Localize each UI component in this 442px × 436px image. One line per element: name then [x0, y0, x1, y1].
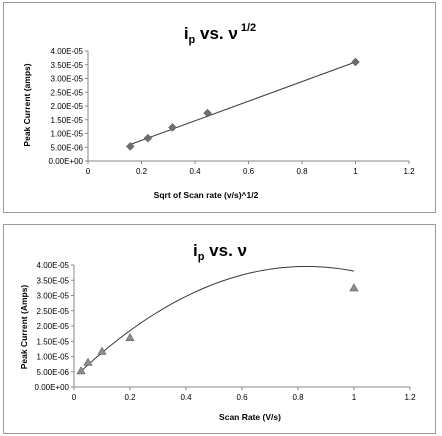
chart-2-data-point: [125, 332, 135, 341]
chart-1-title-sub: p: [189, 34, 196, 46]
chart-1-svg: ip vs. ν 1/2 Sqrt of Scan rate (v/s)^1/2…: [22, 22, 416, 200]
chart-2-title-main: i: [193, 241, 198, 260]
chart-1-data-point: [125, 142, 135, 151]
chart-2-data-point: [97, 346, 107, 355]
chart-2-y-tick-label: 4.00E-05: [37, 261, 70, 270]
chart-1-y-tick-label: 4.00E-05: [51, 47, 84, 56]
chart-2-x-tick-label: 0.6: [236, 393, 248, 402]
chart-2-x-tick-label: 0: [72, 393, 77, 402]
chart-2-ylabel: Peak Current (Amps): [19, 285, 29, 370]
chart-2-y-tick-label: 0.00E+00: [35, 383, 70, 392]
chart-2-data-point: [349, 283, 359, 292]
chart-1-data-point: [351, 57, 360, 67]
chart-2-trendline: [80, 265, 355, 372]
chart-2-y-tick-label: 1.00E-05: [37, 353, 70, 362]
chart-1-title-main: i: [184, 24, 189, 43]
chart-2-title-rest: vs. ν: [204, 241, 247, 260]
chart-2-title: ip vs. ν: [193, 241, 247, 263]
chart-1-x-tick-label: 1.2: [403, 167, 415, 176]
chart-2-data-point: [76, 366, 86, 375]
chart-1-data-point: [143, 133, 153, 143]
chart-1-y-tick-label: 1.00E-05: [51, 130, 84, 139]
chart-1-data-point: [168, 123, 177, 132]
chart-1-y-tick-label: 2.00E-05: [51, 102, 84, 111]
chart-2-data-point: [83, 357, 93, 366]
chart-2-y-tick-label: 2.00E-05: [37, 322, 70, 331]
chart-1-y-tick-label: 3.50E-05: [51, 61, 84, 70]
chart-2-y-tick-label: 3.50E-05: [37, 276, 70, 285]
chart-1-trendline: [130, 61, 356, 145]
chart-2-title-sub: p: [198, 251, 205, 263]
chart-1-x-tick-label: 0.6: [243, 167, 255, 176]
chart-1-y-tick-label: 0.00E+00: [49, 157, 84, 166]
chart-1-y-tick-label: 3.00E-05: [51, 75, 84, 84]
chart-1-xlabel: Sqrt of Scan rate (v/s)^1/2: [154, 190, 259, 200]
chart-1-y-tick-label: 2.50E-05: [51, 88, 84, 97]
chart-1-y-tick-label: 1.50E-05: [51, 116, 84, 125]
chart-2-y-tick-label: 1.50E-05: [37, 337, 70, 346]
chart-panel-sqrt-scan-rate: ip vs. ν 1/2 Sqrt of Scan rate (v/s)^1/2…: [3, 2, 436, 213]
chart-2-x-tick-label: 1: [352, 393, 357, 402]
chart-1-title-sup: 1/2: [238, 22, 256, 34]
chart-1-title-rest: vs. ν: [195, 24, 238, 43]
chart-2-y-tick-label: 3.00E-05: [37, 292, 70, 301]
chart-2-y-tick-label: 5.00E-06: [37, 368, 70, 377]
chart-1-x-tick-label: 1: [353, 167, 358, 176]
chart-2-xlabel: Scan Rate (V/s): [219, 412, 281, 422]
chart-2-x-tick-label: 0.8: [292, 393, 304, 402]
chart-2-svg: ip vs. ν Scan Rate (V/s) Peak Current (A…: [19, 241, 417, 422]
chart-2-x-tick-label: 0.2: [124, 393, 136, 402]
chart-1-title: ip vs. ν 1/2: [184, 22, 256, 46]
chart-1-x-tick-label: 0.2: [136, 167, 148, 176]
chart-2-plot-area: 0.00E+00 5.00E-06 1.00E-05 1.50E-05 2.00E-05…: [35, 261, 417, 402]
chart-2-y-tick-label: 2.50E-05: [37, 307, 70, 316]
chart-panel-scan-rate: ip vs. ν Scan Rate (V/s) Peak Current (A…: [3, 224, 436, 434]
chart-2-x-tick-label: 1.2: [404, 393, 416, 402]
chart-1-ylabel: Peak Current (amps): [22, 63, 32, 146]
chart-1-y-tick-label: 5.00E-06: [51, 143, 84, 152]
chart-1-x-tick-label: 0: [86, 167, 91, 176]
chart-1-plot-area: 0.00E+00 5.00E-06 1.00E-05 1.50E-05 2.00E-05…: [49, 47, 416, 176]
chart-1-x-tick-label: 0.4: [189, 167, 201, 176]
chart-1-data-point: [203, 108, 212, 118]
chart-2-x-tick-label: 0.4: [180, 393, 192, 402]
chart-1-x-tick-label: 0.8: [296, 167, 308, 176]
